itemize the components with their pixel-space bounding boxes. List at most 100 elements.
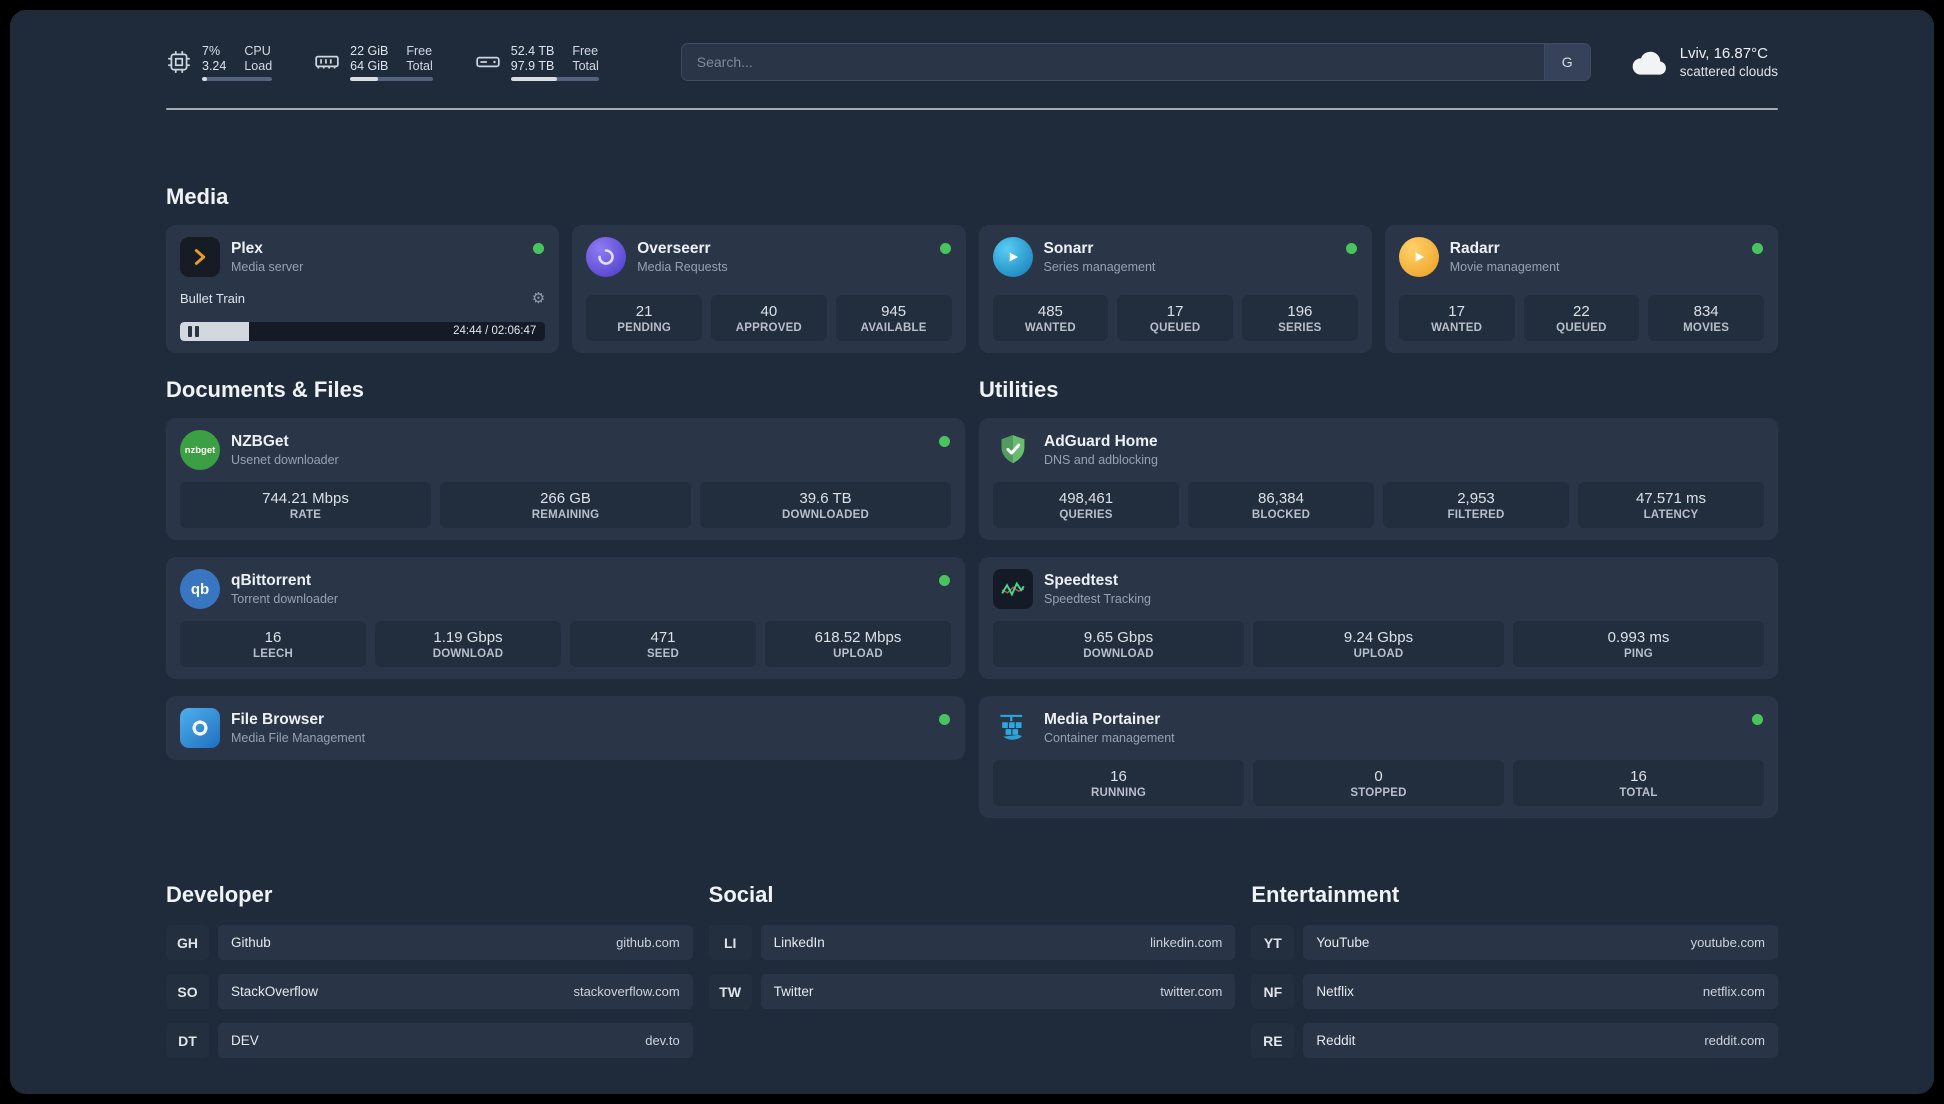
entertainment-section-title: Entertainment: [1251, 882, 1400, 907]
link-bar: StackOverflow stackoverflow.com: [218, 974, 693, 1009]
link-name: DEV: [231, 1033, 259, 1048]
status-online-dot: [939, 575, 950, 586]
link-github[interactable]: GH Github github.com: [166, 925, 693, 960]
search-input[interactable]: [681, 44, 1544, 80]
stat-value: 9.65 Gbps: [1083, 628, 1154, 646]
stat-value: 196: [1287, 302, 1313, 320]
stat-download: 9.65 Gbps DOWNLOAD: [993, 621, 1244, 667]
stat-label: PING: [1624, 647, 1653, 660]
portainer-card[interactable]: Media Portainer Container management 16 …: [979, 696, 1778, 818]
link-url: reddit.com: [1704, 1033, 1766, 1048]
overseerr-card[interactable]: Overseerr Media Requests 21 PENDING 40 A…: [572, 225, 966, 353]
stat-approved: 40 APPROVED: [711, 295, 827, 341]
link-linkedin[interactable]: LI LinkedIn linkedin.com: [708, 925, 1236, 960]
link-name: LinkedIn: [773, 935, 825, 950]
app-subtitle: Usenet downloader: [231, 453, 339, 467]
link-youtube[interactable]: YT YouTube youtube.com: [1251, 925, 1779, 960]
stat-value: 16: [264, 628, 282, 646]
ram-free-value: 22 GiB: [350, 43, 389, 58]
stat-label: DOWNLOADED: [782, 508, 869, 521]
link-dev[interactable]: DT DEV dev.to: [166, 1023, 693, 1058]
stat-value: 86,384: [1258, 489, 1304, 507]
developer-section-title: Developer: [166, 882, 273, 907]
pause-icon[interactable]: [188, 326, 199, 337]
cpu-progress-bar: [202, 76, 273, 81]
youtube-icon: YT: [1251, 925, 1295, 960]
link-url: stackoverflow.com: [573, 984, 680, 999]
stat-value: 744.21 Mbps: [262, 489, 349, 507]
stat-value: 17: [1448, 302, 1465, 320]
status-online-dot: [1345, 243, 1357, 254]
stat-value: 39.6 TB: [799, 489, 852, 507]
stat-value: 266 GB: [540, 489, 591, 507]
link-url: netflix.com: [1702, 984, 1766, 999]
link-name: Reddit: [1316, 1033, 1356, 1048]
cpu-percent: 7%: [202, 43, 221, 58]
link-bar: YouTube youtube.com: [1303, 925, 1779, 960]
stat-download: 1.19 Gbps DOWNLOAD: [375, 621, 561, 667]
stat-value: 2,953: [1457, 489, 1495, 507]
app-subtitle: Media File Management: [231, 731, 366, 745]
speedtest-chart-icon: [993, 569, 1033, 609]
stat-running: 16 RUNNING: [993, 760, 1244, 806]
speedtest-card[interactable]: Speedtest Speedtest Tracking 9.65 Gbps D…: [979, 557, 1778, 679]
app-name: Overseerr: [637, 240, 711, 257]
stat-label: QUEUED: [1556, 321, 1607, 334]
stat-value: 0.993 ms: [1607, 628, 1670, 646]
playback-progress-bar[interactable]: 24:44 / 02:06:47: [180, 322, 546, 341]
stat-upload: 618.52 Mbps UPLOAD: [765, 621, 951, 667]
developer-links-column: Developer GH Github github.com SO StackO…: [166, 882, 693, 1058]
stat-downloaded: 39.6 TB DOWNLOADED: [700, 482, 951, 528]
radarr-card[interactable]: Radarr Movie management 17 WANTED 22 QUE…: [1384, 225, 1778, 353]
link-name: YouTube: [1316, 935, 1370, 950]
entertainment-links-column: Entertainment YT YouTube youtube.com NF …: [1251, 882, 1779, 1058]
weather-condition: scattered clouds: [1679, 64, 1778, 79]
disk-progress-fill: [510, 76, 558, 81]
link-bar: Twitter twitter.com: [760, 974, 1236, 1009]
weather-location: Lviv, 16.87°C: [1679, 45, 1768, 62]
disk-total-label: Total: [572, 58, 599, 73]
settings-gear-icon[interactable]: ⚙: [531, 289, 546, 307]
stat-wanted: 485 WANTED: [992, 295, 1109, 341]
ram-widget: 22 GiB Free 64 GiB Total: [314, 44, 433, 81]
app-name: AdGuard Home: [1044, 433, 1158, 450]
stat-seed: 471 SEED: [570, 621, 756, 667]
stat-pending: 21 PENDING: [586, 295, 702, 341]
disk-widget: 52.4 TB Free 97.9 TB Total: [475, 44, 599, 81]
link-name: Twitter: [773, 984, 814, 999]
status-online-dot: [1752, 243, 1763, 254]
filebrowser-card[interactable]: File Browser Media File Management: [166, 696, 965, 760]
stat-wanted: 17 WANTED: [1398, 295, 1515, 341]
status-online-dot: [533, 243, 545, 254]
plex-card[interactable]: Plex Media server Bullet Train ⚙ 24:44 /…: [166, 225, 560, 353]
stat-upload: 9.24 Gbps UPLOAD: [1253, 621, 1504, 667]
radarr-icon: [1398, 237, 1439, 277]
stat-label: DOWNLOAD: [432, 647, 504, 660]
stat-blocked: 86,384 BLOCKED: [1188, 482, 1374, 528]
stackoverflow-icon: SO: [166, 974, 209, 1009]
link-reddit[interactable]: RE Reddit reddit.com: [1251, 1023, 1779, 1058]
stat-label: WANTED: [1024, 321, 1076, 334]
link-bar: Netflix netflix.com: [1303, 974, 1779, 1009]
qbittorrent-card[interactable]: qb qBittorrent Torrent downloader 16 LEE…: [166, 557, 965, 679]
cpu-load-label: Load: [244, 58, 273, 73]
link-netflix[interactable]: NF Netflix netflix.com: [1251, 974, 1779, 1009]
social-section-title: Social: [708, 882, 774, 907]
stat-label: QUERIES: [1059, 508, 1113, 521]
search-engine-button[interactable]: G: [1543, 44, 1590, 80]
link-twitter[interactable]: TW Twitter twitter.com: [708, 974, 1236, 1009]
link-url: github.com: [616, 935, 680, 950]
adguard-card[interactable]: AdGuard Home DNS and adblocking 498,461 …: [979, 418, 1778, 540]
nzbget-card[interactable]: nzbget NZBGet Usenet downloader 744.21 M…: [166, 418, 965, 540]
link-stackoverflow[interactable]: SO StackOverflow stackoverflow.com: [166, 974, 693, 1009]
status-online-dot: [939, 436, 950, 447]
stat-value: 47.571 ms: [1635, 489, 1707, 507]
stat-label: RUNNING: [1090, 786, 1147, 799]
app-name: qBittorrent: [231, 572, 312, 589]
sonarr-card[interactable]: Sonarr Series management 485 WANTED 17 Q…: [978, 225, 1372, 353]
ram-free-label: Free: [406, 43, 433, 58]
stat-label: AVAILABLE: [860, 321, 927, 334]
plex-icon: [180, 237, 220, 277]
status-online-dot: [939, 714, 950, 725]
documents-section-title: Documents & Files: [166, 377, 365, 402]
